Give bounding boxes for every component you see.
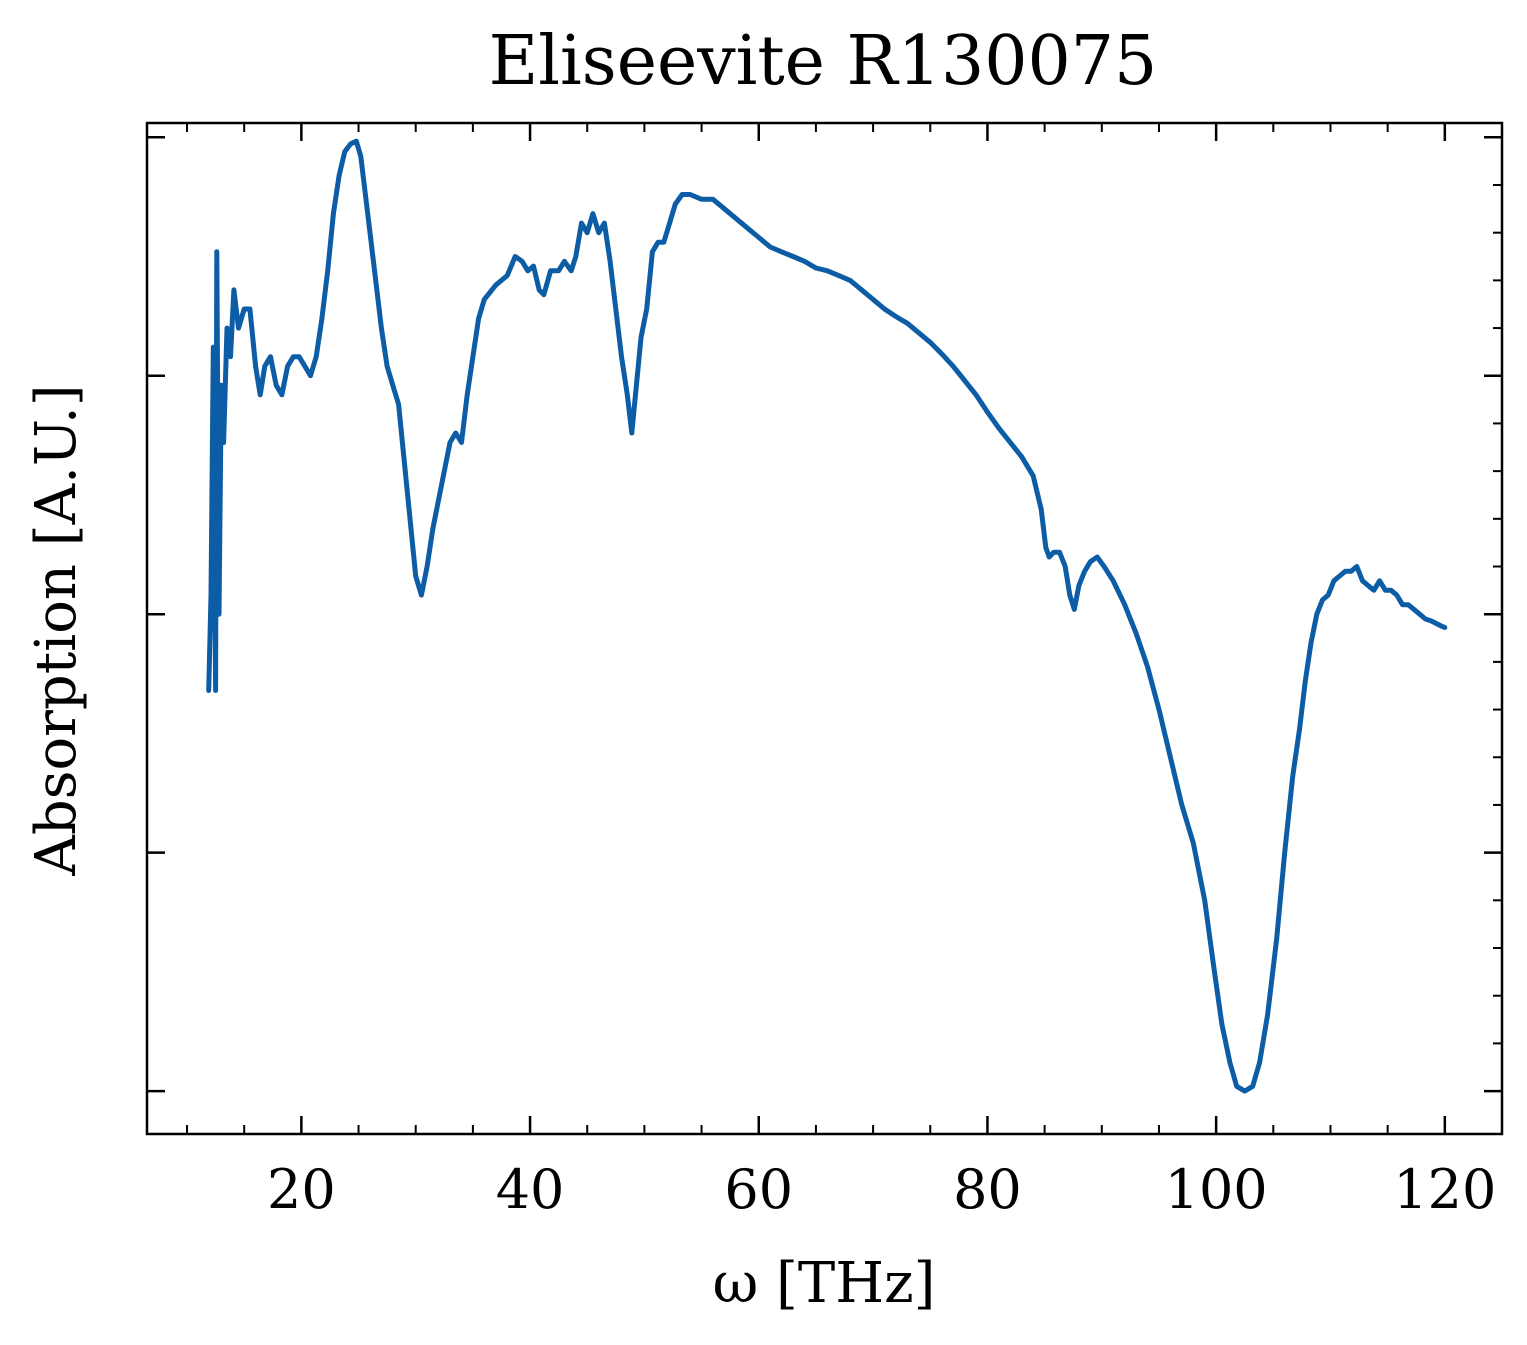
x-tick-label: 100 xyxy=(1165,1158,1268,1221)
x-tick-label: 120 xyxy=(1393,1158,1496,1221)
x-tick-label: 20 xyxy=(267,1158,336,1221)
y-axis-label: Absorption [A.U.] xyxy=(24,384,89,876)
x-axis-label: ω [THz] xyxy=(713,1251,936,1316)
x-tick-label: 80 xyxy=(953,1158,1022,1221)
x-tick-label: 40 xyxy=(496,1158,565,1221)
plot-area xyxy=(206,138,1448,1094)
y-axis xyxy=(147,136,1502,1093)
x-tick-label: 60 xyxy=(724,1158,793,1221)
plot-frame xyxy=(145,121,1504,1136)
series-line-0 xyxy=(206,138,1448,1094)
chart-title: Eliseevite R130075 xyxy=(489,22,1158,101)
x-axis: 20 40 60 80 100 120 xyxy=(186,123,1503,1221)
